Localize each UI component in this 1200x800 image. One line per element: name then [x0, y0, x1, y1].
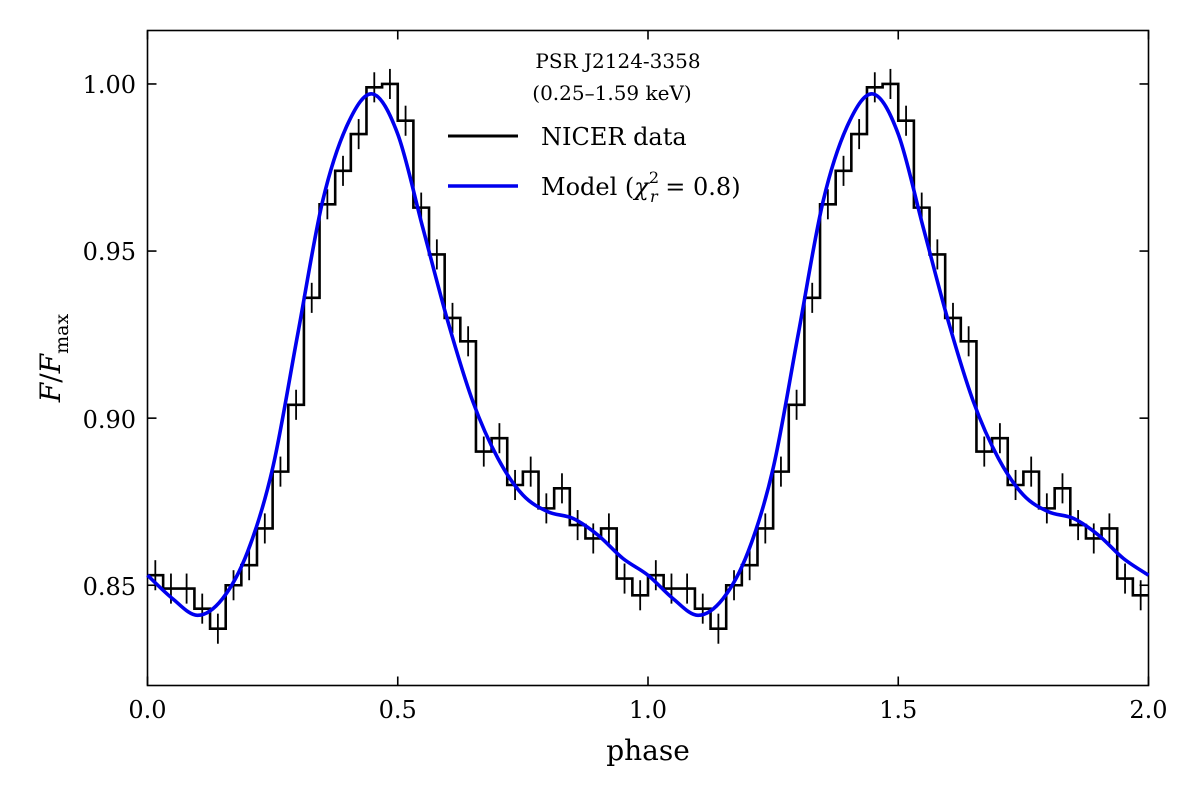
y-tick-label: 0.95	[83, 238, 136, 266]
model-series	[146, 92, 1150, 618]
y-tick-label: 0.90	[83, 406, 136, 434]
x-axis-label: phase	[606, 734, 690, 767]
data-step-line	[147, 82, 1149, 630]
x-tick-label: 1.5	[879, 696, 917, 724]
legend: NICER data Model (χ2 r = 0.8)	[448, 123, 741, 206]
legend-model-label: Model (χ2 r = 0.8)	[541, 168, 741, 206]
chart-title-line: (0.25–1.59 keV)	[532, 81, 691, 105]
x-tick-label: 0.5	[379, 696, 417, 724]
y-tick-label: 0.85	[83, 573, 136, 601]
y-tick-label: 1.00	[83, 71, 136, 99]
nicer-data-series	[147, 68, 1149, 644]
x-tick-label: 0.0	[128, 696, 166, 724]
axis-ticks	[146, 30, 1150, 686]
model-curve	[146, 92, 1150, 618]
x-tick-label: 2.0	[1129, 696, 1167, 724]
x-tick-label: 1.0	[629, 696, 667, 724]
chart-title-line: PSR J2124-3358	[535, 49, 700, 73]
y-axis-label: F/Fmax	[34, 314, 73, 404]
legend-data-label: NICER data	[541, 123, 687, 151]
